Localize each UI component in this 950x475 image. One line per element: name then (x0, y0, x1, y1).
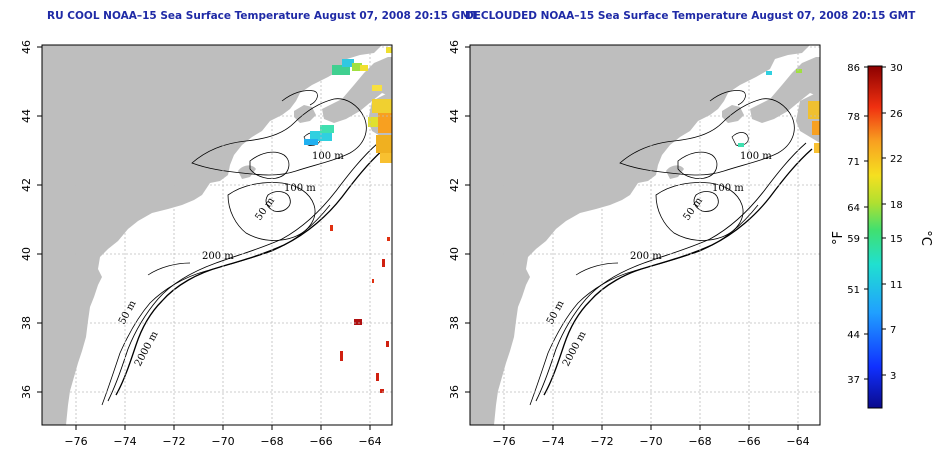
lon-tick: −64 (358, 435, 381, 448)
lat-tick: 38 (20, 316, 33, 330)
lon-tick: −76 (492, 435, 515, 448)
sst-pixels (304, 47, 392, 393)
right-map-frame (469, 44, 821, 426)
lat-tick: 46 (20, 40, 33, 54)
lon-tick: −66 (309, 435, 332, 448)
lon-tick: −72 (162, 435, 185, 448)
lon-tick: −74 (113, 435, 136, 448)
colorbar-c-tick: 7 (890, 325, 896, 336)
lon-tick: −72 (590, 435, 613, 448)
colorbar-f-tick: 44 (847, 330, 860, 341)
contour-label-200m: 200 m (630, 251, 662, 262)
lon-tick: −66 (737, 435, 760, 448)
lat-tick: 42 (448, 178, 461, 192)
lon-tick: −74 (541, 435, 564, 448)
lat-tick: 42 (20, 178, 33, 192)
contour-label-100m-b: 100 m (284, 183, 316, 194)
temperature-colorbar: 86 78 71 64 59 51 44 37 30 26 22 18 15 1… (831, 63, 933, 409)
lat-lon-grid (470, 45, 820, 425)
sst-pixels (738, 69, 820, 153)
colorbar-f-tick: 71 (847, 157, 860, 168)
contour-label-200m: 200 m (202, 251, 234, 262)
lon-tick: −68 (688, 435, 711, 448)
colorbar-c-tick: 18 (890, 200, 903, 211)
lat-tick: 40 (448, 247, 461, 261)
colorbar-f-tick: 86 (847, 63, 860, 74)
lat-tick: 38 (448, 316, 461, 330)
contour-label-100m-a: 100 m (312, 151, 344, 162)
lat-tick: 44 (20, 109, 33, 123)
lon-tick: −70 (211, 435, 234, 448)
colorbar-fahrenheit-unit: °F (831, 231, 846, 245)
left-map-panel: 100 m 100 m 50 m 200 m 50 m 2000 m −76 −… (20, 40, 393, 448)
colorbar-c-tick: 15 (890, 234, 903, 245)
colorbar-celsius-unit: °C (918, 230, 933, 246)
colorbar-f-tick: 37 (847, 375, 860, 386)
colorbar-c-tick: 11 (890, 280, 903, 291)
colorbar-f-tick: 51 (847, 285, 860, 296)
lat-tick: 36 (448, 385, 461, 399)
left-panel-title: RU COOL NOAA–15 Sea Surface Temperature … (47, 10, 478, 22)
colorbar-c-tick: 26 (890, 109, 903, 120)
right-map-panel: 100 m 100 m 50 m 200 m 50 m 2000 m −76 −… (448, 40, 821, 448)
lat-tick: 44 (448, 109, 461, 123)
lon-tick: −68 (260, 435, 283, 448)
lat-tick: 36 (20, 385, 33, 399)
colorbar-f-tick: 78 (847, 112, 860, 123)
colorbar-f-tick: 64 (847, 203, 860, 214)
contour-label-100m-b: 100 m (712, 183, 744, 194)
colorbar-c-tick: 22 (890, 154, 903, 165)
lon-tick: −70 (639, 435, 662, 448)
colorbar-gradient (867, 65, 883, 409)
lon-tick: −64 (786, 435, 809, 448)
lat-tick: 46 (448, 40, 461, 54)
left-map-frame (41, 44, 393, 426)
colorbar-c-tick: 30 (890, 63, 903, 74)
lon-tick: −76 (64, 435, 87, 448)
colorbar-f-tick: 59 (847, 234, 860, 245)
contour-label-100m-a: 100 m (740, 151, 772, 162)
right-panel-title: DECLOUDED NOAA–15 Sea Surface Temperatur… (465, 10, 916, 22)
colorbar-c-tick: 3 (890, 371, 896, 382)
lat-tick: 40 (20, 247, 33, 261)
lat-lon-grid (42, 45, 392, 425)
